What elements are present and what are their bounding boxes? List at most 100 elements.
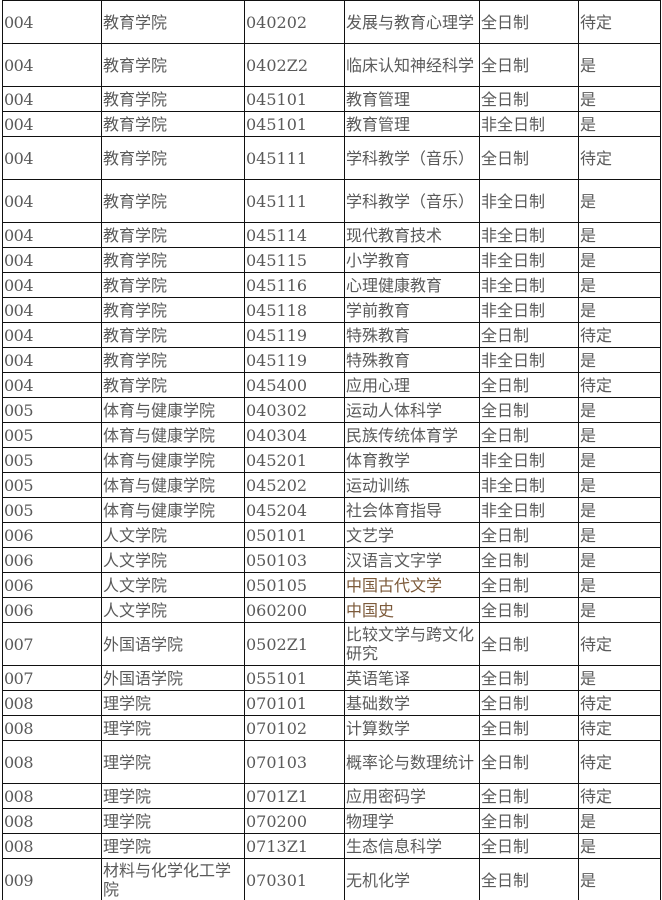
college-name-cell: 理学院 [101,833,245,859]
status-cell: 待定 [578,715,661,741]
status-cell: 待定 [578,0,661,44]
college-name-cell: 理学院 [101,715,245,741]
status-cell: 待定 [578,622,661,666]
study-mode-cell: 全日制 [479,572,579,598]
major-code-cell: 045204 [244,497,345,523]
college-name-cell: 教育学院 [101,43,245,87]
college-code-cell: 007 [2,622,102,666]
major-code-cell: 055101 [244,665,345,691]
college-name-cell: 教育学院 [101,297,245,323]
table-row: 007 外国语学院 0502Z1 比较文学与跨文化研究 全日制 待定 [2,622,661,666]
college-name-cell: 理学院 [101,690,245,716]
table-row: 004 教育学院 045119 特殊教育 全日制 待定 [2,322,661,348]
status-cell: 是 [578,572,661,598]
table-row: 004 教育学院 040202 发展与教育心理学 全日制 待定 [2,0,661,44]
study-mode-cell: 全日制 [479,783,579,809]
study-mode-cell: 全日制 [479,372,579,398]
major-code-cell: 045119 [244,347,345,373]
status-cell: 是 [578,858,661,900]
table-row: 008 理学院 0713Z1 生态信息科学 全日制是 [2,833,661,859]
study-mode-cell: 全日制 [479,86,579,112]
major-name-cell: 计算数学 [344,715,480,741]
study-mode-cell: 全日制 [479,665,579,691]
study-mode-cell: 非全日制 [479,472,579,498]
college-code-cell: 004 [2,179,102,223]
college-name-cell: 教育学院 [101,222,245,248]
college-code-cell: 006 [2,572,102,598]
major-name-cell: 民族传统体育学 [344,422,480,448]
study-mode-cell: 全日制 [479,547,579,573]
major-name-cell: 发展与教育心理学 [344,0,480,44]
college-code-cell: 005 [2,472,102,498]
college-code-cell: 008 [2,690,102,716]
table-row: 005 体育与健康学院 040302 运动人体科学 全日制是 [2,397,661,423]
major-name-cell: 中国古代文学 [344,572,480,598]
table-row: 004 教育学院 045119 特殊教育 非全日制是 [2,347,661,373]
status-cell: 是 [578,397,661,423]
college-code-cell: 004 [2,222,102,248]
college-code-cell: 007 [2,665,102,691]
major-name-cell: 小学教育 [344,247,480,273]
study-mode-cell: 非全日制 [479,447,579,473]
college-code-cell: 004 [2,43,102,87]
college-name-cell: 体育与健康学院 [101,472,245,498]
major-code-cell: 045101 [244,86,345,112]
table-row: 004 教育学院 045116 心理健康教育 非全日制是 [2,272,661,298]
table-row: 007 外国语学院 055101 英语笔译 全日制是 [2,665,661,691]
major-name-cell: 英语笔译 [344,665,480,691]
status-cell: 是 [578,347,661,373]
table-row: 006 人文学院 050105 中国古代文学 全日制是 [2,572,661,598]
college-code-cell: 008 [2,833,102,859]
table-row: 008 理学院 070103 概率论与数理统计 全日制 待定 [2,740,661,784]
major-name-cell: 应用密码学 [344,783,480,809]
study-mode-cell: 全日制 [479,808,579,834]
major-name-cell: 心理健康教育 [344,272,480,298]
major-name-cell: 汉语言文字学 [344,547,480,573]
major-code-cell: 045115 [244,247,345,273]
college-code-cell: 004 [2,247,102,273]
college-name-cell: 体育与健康学院 [101,397,245,423]
major-name-cell: 教育管理 [344,111,480,137]
college-name-cell: 教育学院 [101,0,245,44]
college-code-cell: 004 [2,347,102,373]
major-code-cell: 045119 [244,322,345,348]
college-name-cell: 体育与健康学院 [101,497,245,523]
status-cell: 待定 [578,783,661,809]
study-mode-cell: 全日制 [479,622,579,666]
study-mode-cell: 非全日制 [479,179,579,223]
status-cell: 是 [578,422,661,448]
major-code-cell: 0502Z1 [244,622,345,666]
college-code-cell: 004 [2,372,102,398]
table-row: 005 体育与健康学院 040304 民族传统体育学 全日制是 [2,422,661,448]
study-mode-cell: 全日制 [479,597,579,623]
major-code-cell: 060200 [244,597,345,623]
status-cell: 是 [578,447,661,473]
college-name-cell: 理学院 [101,783,245,809]
status-cell: 是 [578,472,661,498]
study-mode-cell: 非全日制 [479,111,579,137]
college-name-cell: 外国语学院 [101,665,245,691]
college-code-cell: 009 [2,858,102,900]
study-mode-cell: 全日制 [479,322,579,348]
college-name-cell: 理学院 [101,808,245,834]
college-code-cell: 004 [2,86,102,112]
major-code-cell: 070200 [244,808,345,834]
study-mode-cell: 非全日制 [479,222,579,248]
major-name-cell: 基础数学 [344,690,480,716]
college-code-cell: 006 [2,522,102,548]
status-cell: 待定 [578,690,661,716]
college-name-cell: 外国语学院 [101,622,245,666]
status-cell: 是 [578,272,661,298]
major-name-cell: 中国史 [344,597,480,623]
study-mode-cell: 全日制 [479,858,579,900]
college-name-cell: 人文学院 [101,572,245,598]
major-name-cell: 特殊教育 [344,347,480,373]
study-mode-cell: 全日制 [479,43,579,87]
major-code-cell: 070103 [244,740,345,784]
major-code-cell: 070102 [244,715,345,741]
major-name-cell: 运动训练 [344,472,480,498]
college-code-cell: 008 [2,715,102,741]
table-row: 005 体育与健康学院 045201 体育教学 非全日制是 [2,447,661,473]
